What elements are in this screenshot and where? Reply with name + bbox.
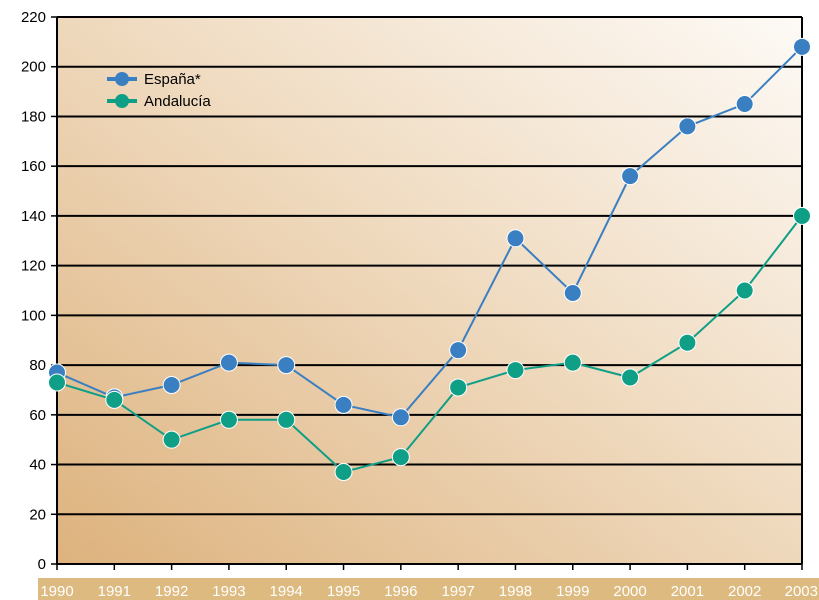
y-tick-label: 60	[29, 407, 46, 424]
x-tick-label: 1999	[556, 583, 589, 600]
legend: España* Andalucía	[107, 71, 211, 110]
x-tick-label: 2003	[785, 583, 818, 600]
data-point	[334, 395, 353, 414]
data-point	[621, 368, 640, 387]
data-point	[506, 361, 525, 380]
x-tick-label: 1990	[40, 583, 73, 600]
data-point	[621, 167, 640, 186]
legend-item: Andalucía	[107, 93, 211, 110]
data-point	[793, 206, 811, 225]
y-tick-label: 20	[29, 506, 46, 523]
data-point	[334, 463, 353, 482]
data-point	[735, 95, 754, 114]
gridlines	[56, 16, 803, 565]
data-point	[449, 341, 468, 360]
y-tick-label: 140	[21, 208, 46, 225]
y-tick-label: 200	[21, 59, 46, 76]
x-tick-label: 1994	[270, 583, 303, 600]
data-point	[793, 37, 811, 56]
legend-label: España*	[144, 71, 201, 88]
legend-swatch-marker	[115, 94, 129, 108]
data-point	[162, 375, 181, 394]
data-point	[277, 356, 296, 375]
x-tick-label: 2000	[613, 583, 646, 600]
series-line	[56, 46, 803, 419]
x-tick-label: 1993	[212, 583, 245, 600]
y-axis-ticks: 0 20 40 60 80 100 120 140 160 180 200 220	[21, 9, 57, 573]
data-point	[277, 410, 296, 429]
y-tick-label: 160	[21, 158, 46, 175]
data-point	[219, 410, 238, 429]
data-point	[506, 229, 525, 248]
x-axis-band	[38, 578, 819, 600]
legend-item: España*	[107, 71, 201, 88]
x-tick-label: 1997	[441, 583, 474, 600]
legend-label: Andalucía	[144, 93, 211, 110]
y-tick-label: 0	[38, 556, 46, 573]
y-tick-label: 80	[29, 357, 46, 374]
y-tick-label: 220	[21, 9, 46, 26]
data-point	[735, 281, 754, 300]
y-tick-label: 180	[21, 108, 46, 125]
data-point	[678, 117, 697, 136]
y-tick-label: 40	[29, 457, 46, 474]
y-tick-label: 100	[21, 307, 46, 324]
data-point	[219, 353, 238, 372]
data-point	[563, 353, 582, 372]
data-point	[48, 373, 66, 392]
series-group	[48, 37, 811, 482]
data-point	[563, 283, 582, 302]
x-axis-ticks: 1990 1991 1992 1993 1994 1995 1996 1997 1998 1999…	[40, 564, 818, 600]
x-tick-label: 1992	[155, 583, 188, 600]
data-point	[162, 430, 181, 449]
data-point	[678, 333, 697, 352]
x-tick-label: 1995	[327, 583, 360, 600]
legend-swatch-marker	[115, 72, 129, 86]
x-tick-label: 1996	[384, 583, 417, 600]
y-tick-label: 120	[21, 258, 46, 275]
data-point	[391, 408, 410, 427]
series-line	[56, 215, 803, 474]
series-2	[48, 206, 811, 482]
plot-background	[57, 17, 802, 564]
data-point	[449, 378, 468, 397]
x-tick-label: 1998	[499, 583, 532, 600]
x-tick-label: 1991	[98, 583, 131, 600]
x-tick-label: 2002	[728, 583, 761, 600]
data-point	[105, 390, 124, 409]
data-point	[391, 448, 410, 467]
x-tick-label: 2001	[671, 583, 704, 600]
